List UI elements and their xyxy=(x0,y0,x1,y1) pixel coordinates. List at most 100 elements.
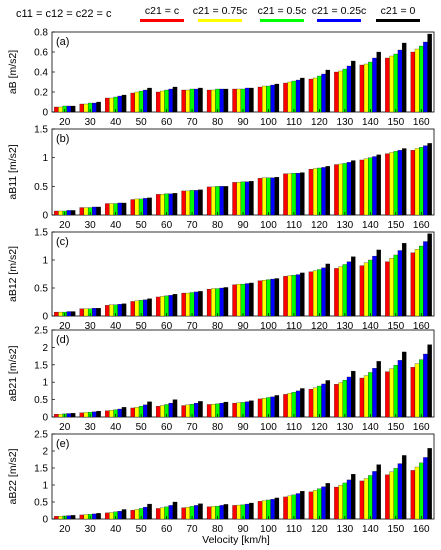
bar xyxy=(92,206,97,216)
bar xyxy=(54,311,59,317)
bar xyxy=(70,311,76,317)
bar xyxy=(219,505,224,520)
x-tick-label: 70 xyxy=(187,321,199,332)
bar xyxy=(270,278,275,317)
bar xyxy=(223,401,229,418)
bar xyxy=(338,485,343,520)
legend-label: c21 = 0.5c xyxy=(258,5,307,17)
bar xyxy=(401,243,407,317)
chart-panel: 0 0.5 1 1.5 2 2.5 aB22 [m/s2] (e) 20 30 40 50 60 70 80… xyxy=(7,430,435,535)
bar xyxy=(143,506,148,520)
bar xyxy=(283,394,288,418)
x-tick-label: 40 xyxy=(110,524,122,535)
bar xyxy=(96,410,101,418)
bar xyxy=(363,262,369,317)
bar xyxy=(206,89,212,113)
bar xyxy=(58,210,63,216)
bar xyxy=(236,88,242,113)
bar xyxy=(308,491,314,520)
bar xyxy=(92,513,97,520)
bar xyxy=(346,162,352,216)
bar xyxy=(121,202,127,216)
bar xyxy=(223,287,229,317)
bar xyxy=(206,186,212,216)
bar xyxy=(160,296,165,317)
bar xyxy=(211,403,216,418)
bar xyxy=(389,368,394,418)
bar xyxy=(185,506,191,520)
bar xyxy=(393,151,399,216)
legend-swatch xyxy=(376,19,420,22)
bar xyxy=(244,181,250,216)
x-tick-label: 130 xyxy=(337,220,354,231)
bar xyxy=(147,197,152,216)
x-tick-label: 150 xyxy=(387,117,404,128)
bar xyxy=(109,512,114,520)
bar xyxy=(368,475,373,520)
x-tick-label: 110 xyxy=(286,117,302,128)
legend-swatch xyxy=(317,19,361,22)
bar xyxy=(232,284,237,317)
bar xyxy=(121,303,127,317)
bar xyxy=(342,264,348,317)
x-tick-label: 140 xyxy=(362,321,379,332)
bar xyxy=(393,468,399,520)
bar xyxy=(58,414,63,418)
bar xyxy=(109,97,114,113)
bar xyxy=(283,276,288,317)
bar xyxy=(372,368,377,418)
panel-label: (e) xyxy=(56,438,69,450)
y-tick-label: 0.5 xyxy=(34,498,48,509)
bar xyxy=(79,308,85,317)
bar xyxy=(117,408,123,418)
bar xyxy=(189,88,195,113)
x-tick-label: 160 xyxy=(413,524,430,535)
bar xyxy=(385,371,390,418)
x-tick-label: 30 xyxy=(85,422,97,433)
x-tick-label: 20 xyxy=(59,422,71,433)
x-tick-label: 100 xyxy=(260,422,277,433)
bar xyxy=(211,89,216,113)
bar xyxy=(397,250,403,317)
bar xyxy=(368,61,373,113)
bar xyxy=(300,388,305,418)
bar xyxy=(155,194,161,216)
bar xyxy=(54,414,59,418)
bar xyxy=(219,287,224,317)
bar xyxy=(244,283,250,317)
x-tick-label: 50 xyxy=(136,422,148,433)
bar xyxy=(300,490,305,520)
x-tick-label: 150 xyxy=(387,422,404,433)
bar xyxy=(206,506,212,520)
bar xyxy=(147,298,152,317)
bar xyxy=(257,86,263,113)
bar xyxy=(185,292,191,317)
bar xyxy=(338,266,343,317)
bar xyxy=(295,390,301,418)
bar xyxy=(419,45,424,113)
bar xyxy=(244,401,250,418)
x-tick-label: 30 xyxy=(85,220,97,231)
bar xyxy=(414,466,420,520)
bar xyxy=(351,256,356,317)
bar xyxy=(308,389,314,418)
bar xyxy=(117,511,123,520)
bar xyxy=(401,455,407,520)
bar xyxy=(257,280,263,317)
bar xyxy=(385,153,390,216)
bar xyxy=(262,85,267,113)
bar xyxy=(401,351,407,418)
y-tick-label: 1.5 xyxy=(34,228,48,239)
bar xyxy=(359,480,365,520)
bar xyxy=(121,94,127,113)
bar xyxy=(172,86,178,113)
bar xyxy=(300,272,305,317)
bar xyxy=(427,233,432,317)
bar xyxy=(389,471,394,520)
bar xyxy=(397,463,403,520)
y-tick-label: 2 xyxy=(42,447,48,458)
bar xyxy=(134,407,140,418)
bar xyxy=(266,279,271,317)
bar xyxy=(308,169,314,216)
